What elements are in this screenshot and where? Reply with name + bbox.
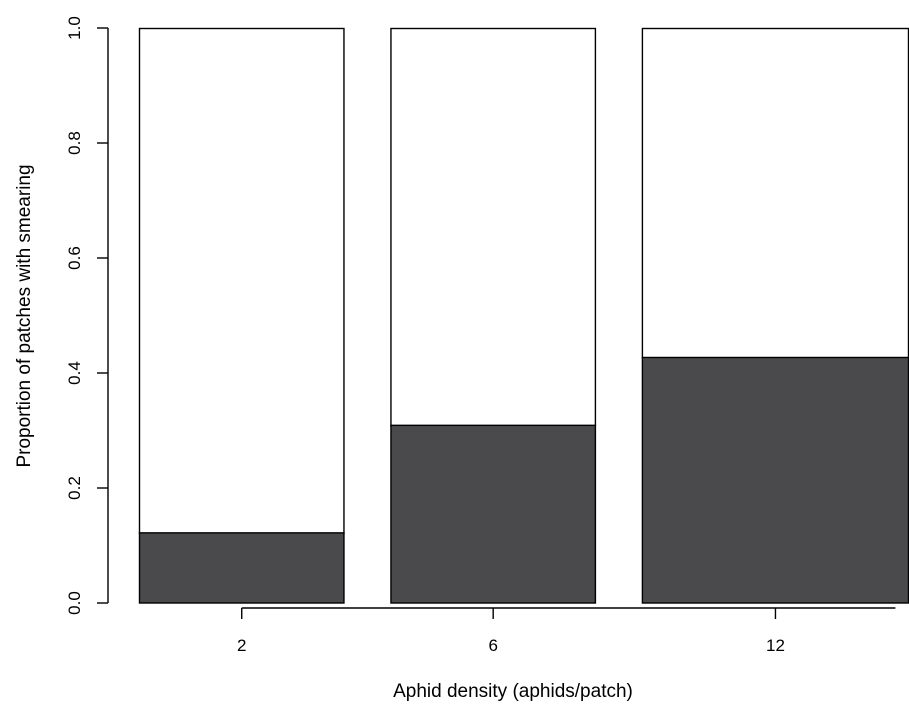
y-axis-title: Proportion of patches with smearing <box>14 164 35 467</box>
bars-group <box>138 27 909 604</box>
x-tick-label-6: 6 <box>488 636 497 655</box>
bar-lower-6 <box>390 424 597 604</box>
y-tick-label-1.0: 1.0 <box>65 16 84 40</box>
bar-upper-2 <box>138 27 345 535</box>
bar-lower-12 <box>641 356 909 604</box>
bar-upper-6 <box>390 27 597 427</box>
x-tick-label-2: 2 <box>237 636 246 655</box>
x-axis: 2 6 12 <box>237 607 896 655</box>
y-tick-label-0.8: 0.8 <box>65 131 84 155</box>
bar-lower-2 <box>138 532 345 604</box>
y-tick-label-0.4: 0.4 <box>65 361 84 385</box>
bar-upper-12 <box>641 27 909 359</box>
x-axis-title: Aphid density (aphids/patch) <box>393 681 633 702</box>
x-tick-label-12: 12 <box>766 636 785 655</box>
y-axis: 0.0 0.2 0.4 0.6 0.8 1.0 <box>65 16 109 615</box>
y-tick-label-0.2: 0.2 <box>65 476 84 500</box>
y-tick-label-0.6: 0.6 <box>65 246 84 270</box>
y-tick-label-0.0: 0.0 <box>65 591 84 615</box>
